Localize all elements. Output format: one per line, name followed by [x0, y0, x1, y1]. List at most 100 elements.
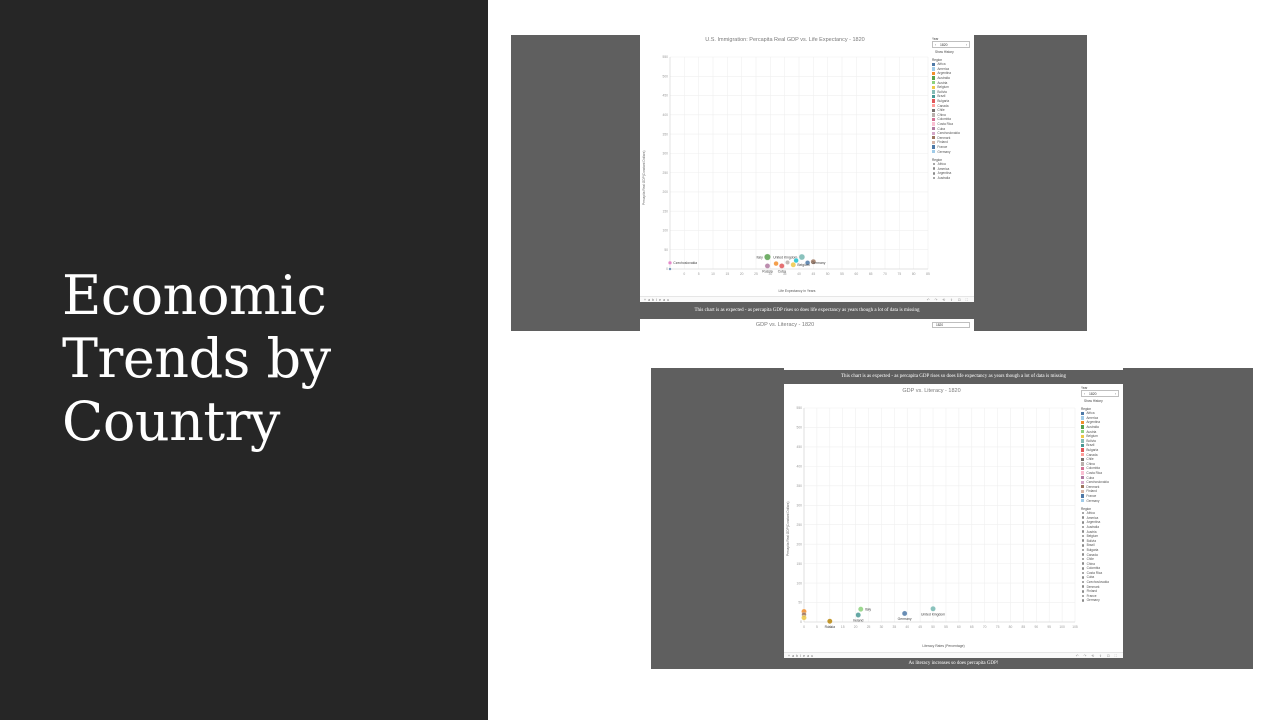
legend-item[interactable]: Chile	[932, 108, 972, 113]
legend-item[interactable]: Austria	[1081, 529, 1121, 534]
legend-item[interactable]: Austria	[1081, 429, 1121, 434]
toolbar-icons[interactable]: ↶ ↷ ⟲ ⇪ ⊡ ⛶	[1075, 653, 1119, 658]
legend-item[interactable]: Brazil	[932, 94, 972, 99]
legend-item[interactable]: Bulgaria	[1081, 448, 1121, 453]
legend-item[interactable]: China	[1081, 462, 1121, 467]
legend-item[interactable]: Colombia	[1081, 566, 1121, 571]
scatter-point[interactable]	[855, 612, 861, 618]
legend-item[interactable]: Cuba	[1081, 575, 1121, 580]
legend-item[interactable]: Chile	[1081, 557, 1121, 562]
legend-item[interactable]: France	[1081, 494, 1121, 499]
legend-circle	[1081, 567, 1085, 570]
legend-item[interactable]: Chile	[1081, 457, 1121, 462]
legend-item[interactable]: China	[932, 113, 972, 118]
legend-item[interactable]: Argentina	[932, 71, 972, 76]
legend-item[interactable]: France	[1081, 594, 1121, 599]
legend-item[interactable]: Cuba	[1081, 475, 1121, 480]
legend-item[interactable]: Denmark	[1081, 485, 1121, 490]
legend-item[interactable]: Australia	[932, 76, 972, 81]
legend-item[interactable]: Canada	[932, 103, 972, 108]
legend-item[interactable]: Costa Rica	[1081, 571, 1121, 576]
scatter-point[interactable]	[785, 260, 790, 265]
legend-item[interactable]: Brazil	[1081, 543, 1121, 548]
legend-item[interactable]: Czechoslovakia	[1081, 480, 1121, 485]
peek-year-select[interactable]: 1820	[932, 322, 970, 328]
legend-item[interactable]: Bolivia	[1081, 439, 1121, 444]
scatter-point[interactable]	[790, 262, 797, 268]
legend-item[interactable]: Africa	[1081, 411, 1121, 416]
tableau-logo[interactable]: + a b l e a u	[788, 653, 814, 658]
legend-item[interactable]: Austria	[932, 80, 972, 85]
legend-item[interactable]: Denmark	[1081, 584, 1121, 589]
legend-item[interactable]: Germany	[1081, 598, 1121, 603]
previous-year-button[interactable]: ‹	[934, 42, 937, 47]
legend-item[interactable]: Bolivia	[932, 90, 972, 95]
legend-item[interactable]: Argentina	[1081, 420, 1121, 425]
legend-item[interactable]: Denmark	[932, 136, 972, 141]
legend-item[interactable]: Belgium	[932, 85, 972, 90]
legend-item-label: Costa Rica	[1086, 570, 1103, 575]
scatter-point[interactable]	[773, 261, 779, 267]
scatter-point[interactable]	[764, 263, 771, 269]
legend-item[interactable]: Australia	[932, 176, 972, 179]
legend-item[interactable]: Colombia	[932, 117, 972, 122]
show-history-toggle[interactable]: Show History	[1084, 399, 1103, 403]
legend-item[interactable]: Bolivia	[1081, 538, 1121, 543]
legend-item[interactable]: America	[932, 166, 972, 171]
next-year-button[interactable]: ›	[1114, 391, 1117, 396]
scatter-point[interactable]	[801, 614, 807, 621]
scatter-point[interactable]	[805, 260, 811, 266]
legend-item[interactable]: America	[1081, 515, 1121, 520]
scatter-point[interactable]	[779, 263, 785, 269]
legend-item[interactable]: Finland	[1081, 589, 1121, 594]
previous-year-button[interactable]: ‹	[1083, 391, 1086, 396]
legend-item[interactable]: China	[1081, 561, 1121, 566]
toolbar-icons[interactable]: ↶ ↷ ⟲ ⇪ ⊡ ⛶	[926, 297, 970, 302]
legend-item[interactable]: Cuba	[932, 126, 972, 131]
legend-item[interactable]: Czechoslovakia	[932, 131, 972, 136]
y-tick-label: 50	[664, 248, 668, 252]
scatter-point[interactable]	[668, 260, 672, 265]
scatter-point[interactable]	[810, 258, 817, 265]
legend-item[interactable]: Germany	[1081, 498, 1121, 503]
legend-item[interactable]: Australia	[1081, 525, 1121, 530]
legend-item[interactable]: Canada	[1081, 552, 1121, 557]
legend-item[interactable]: Bulgaria	[1081, 548, 1121, 553]
legend-item[interactable]: Belgium	[1081, 434, 1121, 439]
scatter-point[interactable]	[793, 257, 799, 264]
legend-item[interactable]: Germany	[932, 149, 972, 154]
scatter-point[interactable]	[668, 267, 672, 271]
scatter-point[interactable]	[827, 618, 833, 624]
show-history-toggle[interactable]: Show History	[935, 50, 954, 54]
legend-item[interactable]: Costa Rica	[932, 122, 972, 127]
legend-item[interactable]: Belgium	[1081, 534, 1121, 539]
scatter-point[interactable]	[798, 253, 806, 261]
scatter-point[interactable]	[764, 253, 771, 261]
tableau-logo[interactable]: + a b l e a u	[644, 297, 670, 302]
legend-item[interactable]: America	[932, 67, 972, 72]
legend-item[interactable]: Czechoslovakia	[1081, 580, 1121, 585]
legend-item[interactable]: Brazil	[1081, 443, 1121, 448]
legend-item[interactable]: Argentina	[1081, 520, 1121, 525]
legend-item-label: America	[937, 66, 950, 71]
tableau-toolbar: + a b l e a u ↶ ↷ ⟲ ⇪ ⊡ ⛶	[640, 296, 974, 302]
legend-item[interactable]: Finland	[1081, 489, 1121, 494]
legend-item[interactable]: Africa	[932, 62, 972, 67]
scatter-point[interactable]	[930, 606, 936, 612]
legend-item[interactable]: Australia	[1081, 425, 1121, 430]
legend-item[interactable]: Bulgaria	[932, 99, 972, 104]
legend-item[interactable]: Colombia	[1081, 466, 1121, 471]
legend-item[interactable]: Costa Rica	[1081, 471, 1121, 476]
legend-item[interactable]: Africa	[1081, 511, 1121, 516]
legend-item[interactable]: America	[1081, 416, 1121, 421]
year-select[interactable]: ‹ 1820 ›	[1081, 390, 1119, 397]
year-select[interactable]: ‹ 1820 ›	[932, 41, 970, 48]
legend-item[interactable]: France	[932, 145, 972, 150]
legend-item[interactable]: Finland	[932, 140, 972, 145]
next-year-button[interactable]: ›	[965, 42, 968, 47]
legend-item[interactable]: Canada	[1081, 452, 1121, 457]
scatter-point[interactable]	[901, 610, 908, 617]
legend-item[interactable]: Argentina	[932, 171, 972, 176]
scatter-point[interactable]	[858, 606, 864, 612]
legend-item[interactable]: Africa	[932, 162, 972, 167]
